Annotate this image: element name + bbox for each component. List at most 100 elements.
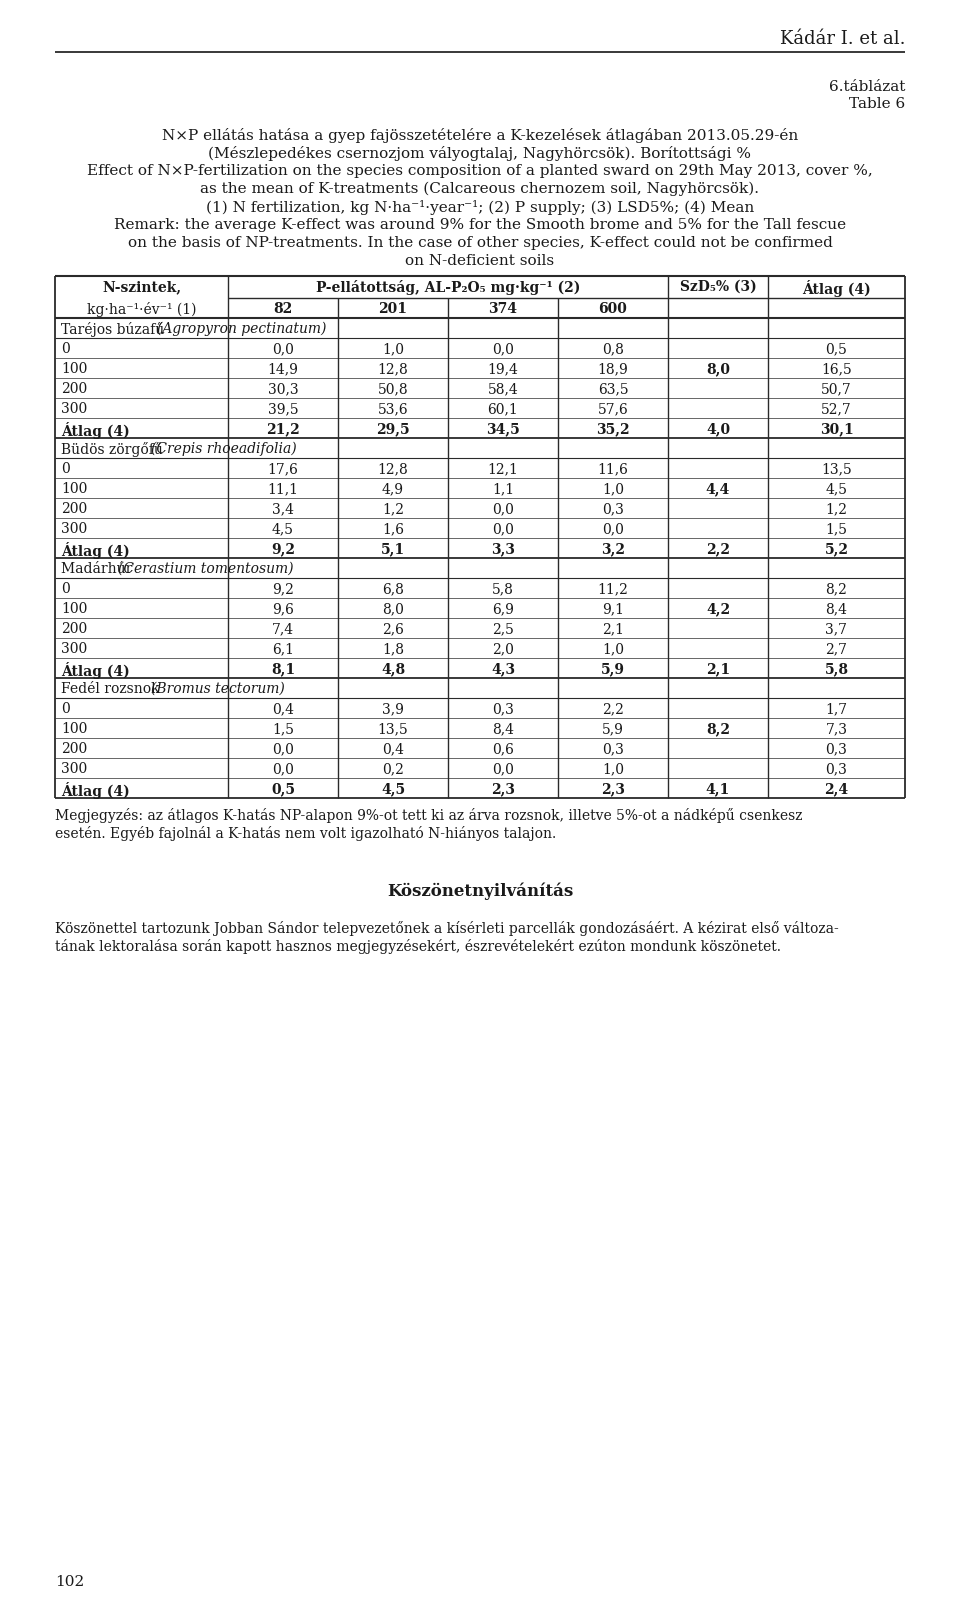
Text: 1,6: 1,6	[382, 522, 404, 536]
Text: Átlag (4): Átlag (4)	[61, 782, 130, 799]
Text: 0,0: 0,0	[272, 762, 294, 775]
Text: 2,3: 2,3	[491, 782, 515, 796]
Text: (Crepis rhoeadifolia): (Crepis rhoeadifolia)	[151, 441, 297, 456]
Text: 100: 100	[61, 602, 87, 616]
Text: 5,8: 5,8	[825, 661, 849, 676]
Text: 11,1: 11,1	[268, 482, 299, 496]
Text: 0,8: 0,8	[602, 342, 624, 356]
Text: 13,5: 13,5	[821, 462, 852, 477]
Text: 4,5: 4,5	[826, 482, 848, 496]
Text: 0,0: 0,0	[492, 762, 514, 775]
Text: 50,7: 50,7	[821, 382, 852, 396]
Text: 9,1: 9,1	[602, 602, 624, 616]
Text: 2,2: 2,2	[602, 701, 624, 716]
Text: 12,8: 12,8	[377, 462, 408, 477]
Text: 5,9: 5,9	[601, 661, 625, 676]
Text: kg·ha⁻¹·év⁻¹ (1): kg·ha⁻¹·év⁻¹ (1)	[86, 302, 196, 318]
Text: Table 6: Table 6	[849, 96, 905, 111]
Text: 60,1: 60,1	[488, 401, 518, 416]
Text: 0,0: 0,0	[492, 342, 514, 356]
Text: Köszönettel tartozunk Jobban Sándor telepvezetőnek a kísérleti parcellák gondozá: Köszönettel tartozunk Jobban Sándor tele…	[55, 921, 839, 936]
Text: 35,2: 35,2	[596, 422, 630, 437]
Text: 8,2: 8,2	[826, 583, 848, 595]
Text: 7,4: 7,4	[272, 623, 294, 636]
Text: N-szintek,: N-szintek,	[102, 279, 181, 294]
Text: Átlag (4): Átlag (4)	[61, 542, 130, 559]
Text: 100: 100	[61, 363, 87, 376]
Text: 3,7: 3,7	[826, 623, 848, 636]
Text: 34,5: 34,5	[486, 422, 520, 437]
Text: 300: 300	[61, 522, 87, 536]
Text: 100: 100	[61, 722, 87, 737]
Text: 0,0: 0,0	[272, 342, 294, 356]
Text: 82: 82	[274, 302, 293, 316]
Text: 0,4: 0,4	[382, 742, 404, 756]
Text: 0,5: 0,5	[271, 782, 295, 796]
Text: 200: 200	[61, 382, 87, 396]
Text: 3,4: 3,4	[272, 502, 294, 515]
Text: 1,2: 1,2	[826, 502, 848, 515]
Text: 30,1: 30,1	[820, 422, 853, 437]
Text: 1,0: 1,0	[602, 482, 624, 496]
Text: 1,5: 1,5	[826, 522, 848, 536]
Text: 4,8: 4,8	[381, 661, 405, 676]
Text: 29,5: 29,5	[376, 422, 410, 437]
Text: Kádár I. et al.: Kádár I. et al.	[780, 30, 905, 48]
Text: 0,0: 0,0	[492, 522, 514, 536]
Text: P-ellátottság, AL-P₂O₅ mg·kg⁻¹ (2): P-ellátottság, AL-P₂O₅ mg·kg⁻¹ (2)	[316, 279, 580, 295]
Text: as the mean of K-treatments (Calcareous chernozem soil, Nagyhörcsök).: as the mean of K-treatments (Calcareous …	[201, 181, 759, 196]
Text: 102: 102	[55, 1575, 84, 1589]
Text: 39,5: 39,5	[268, 401, 299, 416]
Text: 3,2: 3,2	[601, 542, 625, 555]
Text: 19,4: 19,4	[488, 363, 518, 376]
Text: 9,2: 9,2	[271, 542, 295, 555]
Text: N×P ellátás hatása a gyep fajösszetételére a K-kezelések átlagában 2013.05.29-én: N×P ellátás hatása a gyep fajösszetételé…	[162, 128, 798, 143]
Text: 4,1: 4,1	[706, 782, 731, 796]
Text: 50,8: 50,8	[377, 382, 408, 396]
Text: 3,3: 3,3	[491, 542, 515, 555]
Text: 200: 200	[61, 623, 87, 636]
Text: 0: 0	[61, 462, 70, 477]
Text: 5,8: 5,8	[492, 583, 514, 595]
Text: 4,4: 4,4	[706, 482, 731, 496]
Text: 2,2: 2,2	[706, 542, 730, 555]
Text: 4,0: 4,0	[706, 422, 730, 437]
Text: 14,9: 14,9	[268, 363, 299, 376]
Text: 6.táblázat: 6.táblázat	[828, 80, 905, 95]
Text: (Agropyron pectinatum): (Agropyron pectinatum)	[157, 323, 326, 337]
Text: (1) N fertilization, kg N·ha⁻¹·year⁻¹; (2) P supply; (3) LSD5%; (4) Mean: (1) N fertilization, kg N·ha⁻¹·year⁻¹; (…	[205, 201, 755, 215]
Text: 1,1: 1,1	[492, 482, 514, 496]
Text: Megjegyzés: az átlagos K-hatás NP-alapon 9%-ot tett ki az árva rozsnok, illetve : Megjegyzés: az átlagos K-hatás NP-alapon…	[55, 807, 803, 823]
Text: 1,8: 1,8	[382, 642, 404, 656]
Text: 374: 374	[489, 302, 517, 316]
Text: 2,4: 2,4	[825, 782, 849, 796]
Text: 2,0: 2,0	[492, 642, 514, 656]
Text: 201: 201	[378, 302, 407, 316]
Text: Átlag (4): Átlag (4)	[61, 422, 130, 440]
Text: 53,6: 53,6	[377, 401, 408, 416]
Text: 0,5: 0,5	[826, 342, 848, 356]
Text: 0,4: 0,4	[272, 701, 294, 716]
Text: 4,9: 4,9	[382, 482, 404, 496]
Text: 13,5: 13,5	[377, 722, 408, 737]
Text: 11,2: 11,2	[597, 583, 629, 595]
Text: 0: 0	[61, 701, 70, 716]
Text: 4,3: 4,3	[491, 661, 516, 676]
Text: 1,2: 1,2	[382, 502, 404, 515]
Text: Remark: the average K-effect was around 9% for the Smooth brome and 5% for the T: Remark: the average K-effect was around …	[114, 218, 846, 233]
Text: esetén. Egyéb fajolnál a K-hatás nem volt igazolható N-hiányos talajon.: esetén. Egyéb fajolnál a K-hatás nem vol…	[55, 827, 556, 841]
Text: (Cerastium tomentosum): (Cerastium tomentosum)	[118, 562, 294, 576]
Text: 0: 0	[61, 583, 70, 595]
Text: 4,5: 4,5	[272, 522, 294, 536]
Text: 0,3: 0,3	[602, 502, 624, 515]
Text: Köszönetnyilvánítás: Köszönetnyilvánítás	[387, 883, 573, 900]
Text: 0,0: 0,0	[602, 522, 624, 536]
Text: 5,2: 5,2	[825, 542, 849, 555]
Text: 1,0: 1,0	[382, 342, 404, 356]
Text: 0,3: 0,3	[602, 742, 624, 756]
Text: 8,4: 8,4	[492, 722, 514, 737]
Text: 6,9: 6,9	[492, 602, 514, 616]
Text: 30,3: 30,3	[268, 382, 299, 396]
Text: 2,1: 2,1	[602, 623, 624, 636]
Text: Fedél rozsnok: Fedél rozsnok	[61, 682, 164, 697]
